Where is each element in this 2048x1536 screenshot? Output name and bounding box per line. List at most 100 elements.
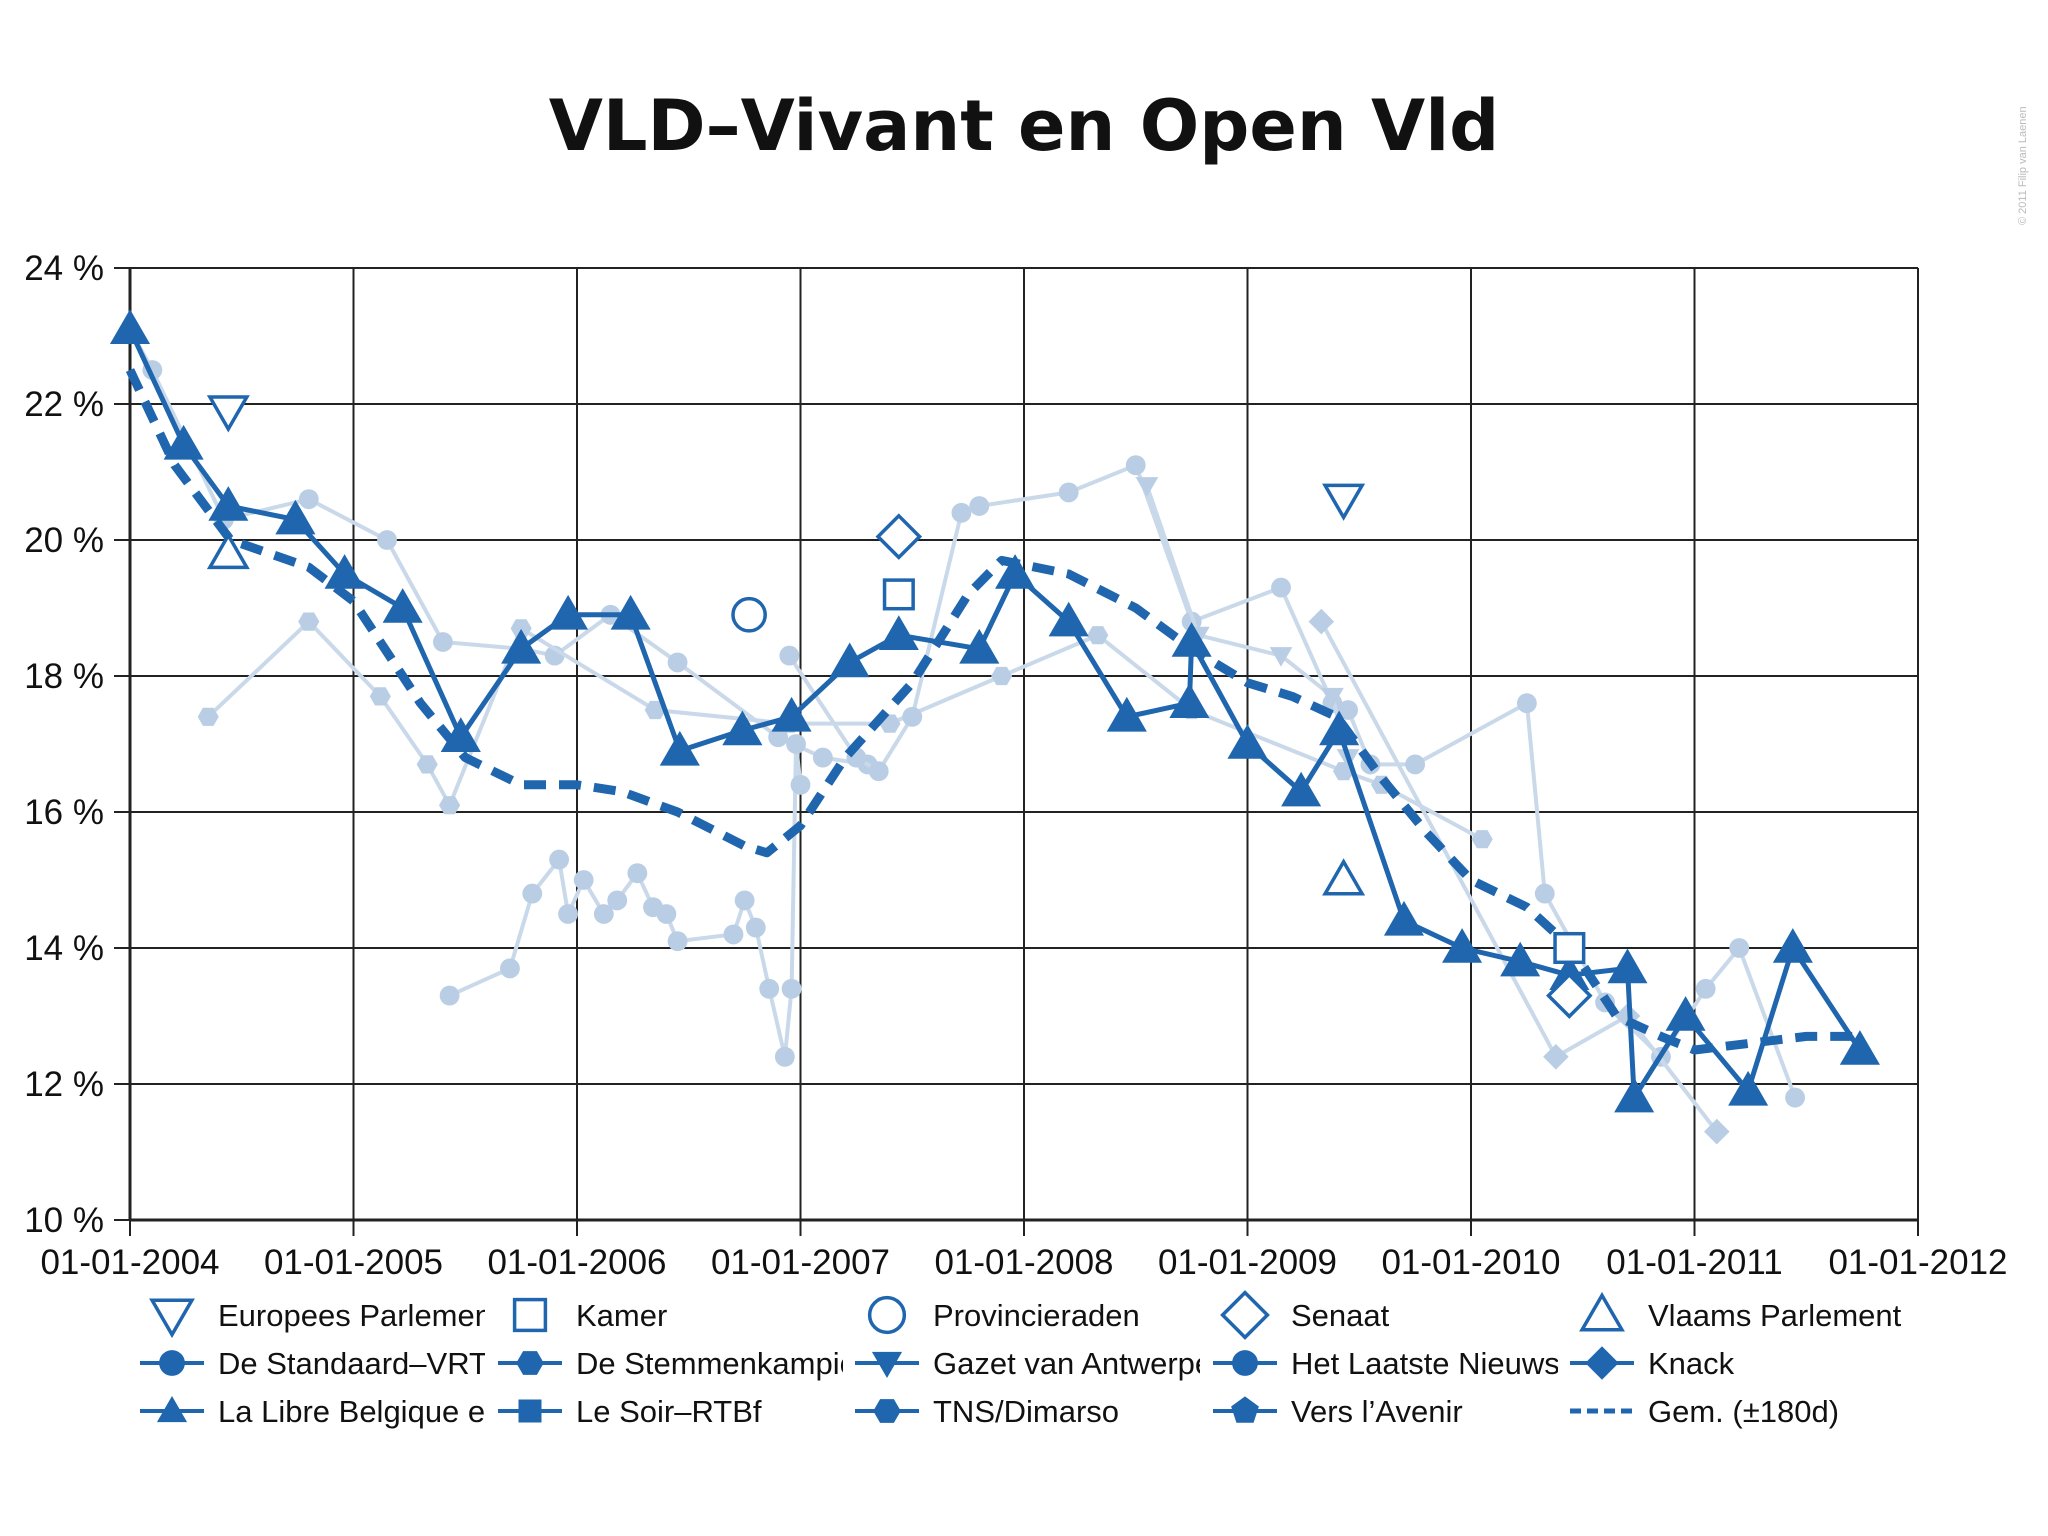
faded-point-2-3 (549, 849, 570, 870)
legend-label-2: Provincieraden (933, 1298, 1140, 1333)
faded-point-2-11 (667, 931, 688, 952)
series-point-0-7 (501, 628, 542, 664)
legend-item-14: Gem. (±180d) (1570, 1394, 1839, 1429)
faded-point-3-19 (1729, 938, 1750, 958)
series-point-0-24 (1383, 900, 1424, 936)
series-point-0-16 (995, 554, 1036, 589)
faded-point-3-11 (1338, 700, 1358, 720)
faded-point-5-0 (1308, 608, 1335, 635)
election-results (206, 395, 1593, 1019)
legend-label-1: Kamer (576, 1298, 667, 1333)
series-point-0-0 (109, 309, 151, 344)
faded-point-1-5 (510, 619, 532, 638)
legend-marker-3 (1220, 1290, 1270, 1340)
faded-point-2-5 (573, 870, 594, 890)
legend-label-4: Vlaams Parlement (1648, 1298, 1902, 1333)
faded-point-2-2 (522, 883, 543, 904)
legend-item-0: Europees Parlement (149, 1298, 485, 1339)
series-0 (109, 309, 1880, 1113)
series-point-0-10 (659, 730, 700, 766)
series-point-0-28 (1607, 948, 1648, 984)
legend-marker-5 (159, 1350, 185, 1376)
average-line (125, 368, 1863, 1055)
series-point-0-1 (163, 424, 204, 460)
legend-label-7: Gazet van Antwerpen (933, 1346, 1229, 1381)
legend-label-3: Senaat (1291, 1298, 1390, 1333)
series-point-0-18 (1106, 696, 1147, 732)
legend-label-13: Vers l’Avenir (1291, 1394, 1463, 1429)
legend-label-8: Het Laatste Nieuws (1291, 1346, 1560, 1381)
faded-point-0-9 (667, 652, 688, 673)
faded-point-3-9 (1271, 577, 1291, 598)
y-tick-label-1: 12 % (24, 1065, 104, 1104)
series-point-0-31 (1728, 1070, 1769, 1106)
credit-text: © 2011 Filip van Laenen (2017, 106, 2029, 225)
election-marker-2-0 (731, 596, 767, 633)
faded-point-1-0 (197, 707, 219, 726)
legend-marker-2 (867, 1295, 907, 1335)
election-marker-1-0 (882, 578, 915, 611)
series-point-0-13 (829, 642, 870, 678)
series-point-0-15 (959, 628, 1000, 664)
faded-point-2-15 (759, 978, 780, 999)
legend-item-11: Le Soir–RTBf (498, 1394, 762, 1429)
legend-marker-8 (1232, 1350, 1258, 1376)
faded-point-3-3 (902, 706, 923, 727)
legend-item-5: De Standaard–VRT (140, 1346, 485, 1381)
faded-point-0-4 (377, 530, 397, 550)
legend-marker-10 (156, 1395, 188, 1423)
legend-item-8: Het Laatste Nieuws (1213, 1346, 1560, 1381)
series-point-0-33 (1839, 1030, 1880, 1065)
y-tick-label-6: 22 % (24, 385, 104, 424)
election-marker-1-1 (1553, 931, 1586, 965)
faded-point-1-3 (416, 755, 438, 774)
faded-poll-series (120, 319, 1805, 1145)
series-point-0-20 (1171, 622, 1212, 657)
legend-marker-13 (1231, 1396, 1259, 1423)
series-point-0-5 (382, 588, 423, 623)
legend-label-12: TNS/Dimarso (933, 1394, 1119, 1429)
faded-point-3-15 (1534, 883, 1555, 904)
election-marker-3-1 (1546, 972, 1593, 1019)
faded-point-3-2 (868, 761, 889, 782)
faded-point-2-17 (781, 978, 802, 999)
faded-point-0-11 (812, 747, 833, 768)
series-point-0-32 (1772, 928, 1813, 963)
faded-point-3-4 (951, 502, 972, 523)
series-point-0-2 (208, 486, 249, 521)
faded-point-5-3 (1704, 1118, 1730, 1145)
series-point-0-9 (610, 594, 651, 630)
legend-label-9: Knack (1648, 1346, 1735, 1381)
faded-point-2-16 (774, 1046, 795, 1067)
legend-label-11: Le Soir–RTBf (576, 1394, 762, 1429)
x-tick-label-7: 01-01-2011 (1606, 1243, 1782, 1282)
legend-item-3: Senaat (1220, 1290, 1390, 1340)
election-marker-0-0 (206, 395, 250, 433)
series-point-0-22 (1281, 771, 1322, 807)
series-point-0-19 (1169, 683, 1210, 718)
legend-item-6: De Stemmenkampioen (498, 1346, 843, 1381)
legend-item-1: Kamer (512, 1297, 667, 1333)
legend-marker-9 (1585, 1346, 1619, 1380)
faded-point-0-5 (432, 632, 453, 652)
x-tick-label-4: 01-01-2008 (934, 1243, 1113, 1282)
legend: Europees Parlement Kamer Provincieraden Sen… (140, 1290, 1902, 1429)
faded-point-1-4 (439, 796, 461, 815)
series-point-0-14 (878, 615, 919, 650)
legend-item-13: Vers l’Avenir (1213, 1394, 1463, 1429)
faded-point-4-3 (1321, 687, 1344, 708)
legend-marker-7 (871, 1351, 903, 1379)
faded-point-3-14 (1516, 693, 1537, 714)
legend-marker-6 (516, 1351, 544, 1375)
x-tick-label-5: 01-01-2009 (1158, 1243, 1337, 1282)
legend-marker-12 (873, 1399, 901, 1423)
faded-series-2 (439, 734, 811, 1067)
faded-point-2-7 (607, 890, 628, 911)
legend-label-10: La Libre Belgique e.a. (218, 1394, 520, 1429)
series-line-0 (127, 328, 1862, 1101)
series-point-0-4 (324, 554, 365, 589)
faded-point-2-18 (786, 734, 806, 754)
faded-point-2-12 (723, 924, 744, 945)
faded-point-3-7 (1125, 455, 1146, 476)
